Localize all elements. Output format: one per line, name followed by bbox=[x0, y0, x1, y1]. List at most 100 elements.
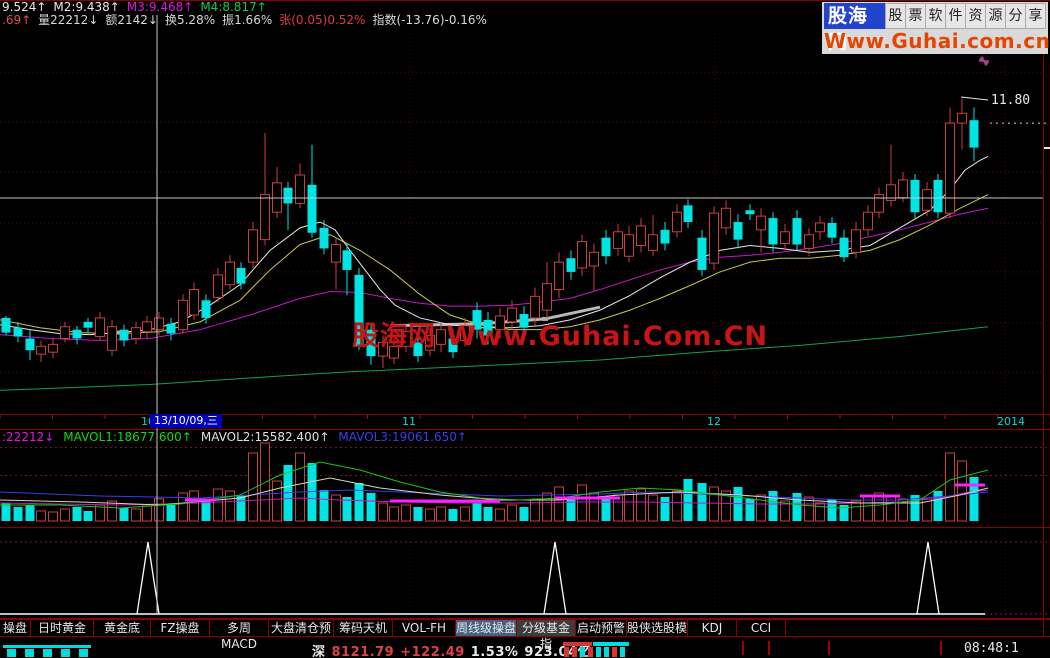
candle-up bbox=[378, 341, 388, 357]
tab-筹码天机[interactable]: 筹码天机 bbox=[334, 620, 393, 636]
candle-up bbox=[780, 231, 790, 245]
tab-启动预警[interactable]: 启动预警 bbox=[576, 620, 627, 636]
candle-up bbox=[460, 325, 470, 341]
tab-周线级操盘[interactable]: 周线级操盘 bbox=[456, 620, 517, 636]
candle-down bbox=[472, 310, 482, 330]
candle-down bbox=[307, 184, 317, 233]
candle-up bbox=[189, 289, 199, 316]
logo-tagline: 股票软件资源分享 bbox=[885, 3, 1046, 29]
mavol-value: MAVOL3:19061.650↑ bbox=[338, 430, 467, 444]
candle-up bbox=[248, 229, 258, 263]
candle-down bbox=[13, 327, 23, 337]
guhai-logo: 股海网 股票软件资源分享 Www.Guhai.com.cn bbox=[822, 2, 1050, 54]
tab-大盘清仓预[interactable]: 大盘清仓预 bbox=[269, 620, 334, 636]
candle-down bbox=[483, 319, 493, 336]
volume-bar-down bbox=[601, 497, 611, 521]
tab-股侠选股模[interactable]: 股侠选股模 bbox=[627, 620, 688, 636]
tab-CCI[interactable]: CCI bbox=[737, 620, 786, 636]
volume-bar-up bbox=[495, 508, 505, 522]
volume-bar-up bbox=[886, 494, 896, 522]
volume-bar-up bbox=[272, 480, 282, 522]
ma-value: 9.524↑ bbox=[2, 0, 47, 14]
candle-up bbox=[815, 222, 825, 233]
mini-histogram bbox=[563, 642, 629, 657]
volume-bar-up bbox=[178, 492, 188, 522]
candle-down bbox=[72, 329, 82, 339]
ma-value: M2:9.438↑ bbox=[53, 0, 120, 14]
tab-黄金底[interactable]: 黄金底 bbox=[94, 620, 151, 636]
quote-value: 额2142↓ bbox=[105, 13, 158, 27]
volume-bar-up bbox=[721, 490, 731, 522]
quote-info-bar: .69↑ 量22212↓ 额2142↓ 换5.28% 振1.66% 张(0.05)0.52… bbox=[2, 14, 494, 27]
volume-bar-up bbox=[863, 496, 873, 522]
candle-up bbox=[530, 295, 540, 319]
axis-month-label: 11 bbox=[402, 415, 416, 428]
candle-down bbox=[413, 342, 423, 357]
candle-up bbox=[874, 194, 884, 213]
volume-bar-up bbox=[780, 500, 790, 522]
volume-bar-up bbox=[851, 500, 861, 522]
indicator-tab-bar: 操盘 日时黄金 黄金底 FZ操盘 多周MACD 大盘清仓预 筹码天机 VOL-FH 周线级操盘分… bbox=[0, 619, 1050, 651]
volume-bar-up bbox=[436, 506, 446, 522]
logo-row: 股海网 股票软件资源分享 bbox=[824, 3, 1046, 53]
quote-value: 指数(-13.76)-0.16% bbox=[372, 13, 487, 27]
candle-down bbox=[566, 258, 576, 272]
volume-bar-up bbox=[213, 488, 223, 522]
volume-bar-up bbox=[331, 494, 341, 522]
candle-down bbox=[660, 229, 670, 244]
volume-bar-down bbox=[745, 499, 755, 521]
volume-bar-up bbox=[36, 510, 46, 522]
volume-bar-up bbox=[378, 502, 388, 522]
candle-down bbox=[236, 268, 246, 284]
tab-分级基金指[interactable]: 分级基金指 bbox=[517, 620, 576, 651]
candle-up bbox=[401, 331, 411, 347]
tab-多周MACD[interactable]: 多周MACD bbox=[210, 620, 269, 651]
selected-date-label: 13/10/09,三 bbox=[150, 414, 222, 428]
status-tick bbox=[828, 641, 830, 655]
tab-FZ操盘[interactable]: FZ操盘 bbox=[151, 620, 210, 636]
volume-bar-up bbox=[815, 502, 825, 522]
volume-bar-up bbox=[460, 506, 470, 522]
candle-up bbox=[863, 211, 873, 231]
candle-up bbox=[624, 234, 634, 257]
volume-bar-up bbox=[709, 486, 719, 522]
quote-value: .69↑ bbox=[2, 13, 32, 27]
volume-bar-down bbox=[483, 507, 493, 521]
volume-bar-down bbox=[472, 503, 482, 521]
candle-up bbox=[331, 244, 341, 263]
candle-up bbox=[36, 345, 46, 355]
tab-日时黄金[interactable]: 日时黄金 bbox=[31, 620, 94, 636]
candle-up bbox=[542, 283, 552, 311]
ma-green-line bbox=[0, 326, 989, 391]
volume-bar-down bbox=[413, 507, 423, 521]
volume-bar-up bbox=[672, 490, 682, 522]
candle-up bbox=[154, 317, 164, 331]
candle-down bbox=[119, 329, 129, 341]
volume-bar-down bbox=[969, 477, 979, 521]
mavol1-line bbox=[0, 461, 989, 509]
index-value: 8121.79 bbox=[331, 645, 395, 658]
ma-info-bar: 9.524↑ M2:9.438↑ M3:9.468↑ M4:8.817↑ bbox=[2, 1, 274, 14]
volume-bar-up bbox=[554, 486, 564, 522]
candle-down bbox=[910, 179, 920, 213]
volume-bar-down bbox=[201, 499, 211, 521]
candle-up bbox=[709, 212, 719, 264]
candle-up bbox=[648, 234, 658, 251]
volume-bar-up bbox=[295, 452, 305, 522]
candle-up bbox=[178, 299, 188, 331]
watermark-text: 股海网 Www.Guhai.Com.CN bbox=[352, 321, 769, 352]
volume-bar-down bbox=[566, 497, 576, 521]
signal-spike bbox=[136, 541, 160, 615]
tab-操盘[interactable]: 操盘 bbox=[0, 620, 31, 636]
candle-down bbox=[768, 218, 778, 245]
tab-KDJ[interactable]: KDJ bbox=[688, 620, 737, 636]
volume-bar-up bbox=[624, 490, 634, 522]
volume-bar-up bbox=[636, 488, 646, 522]
volume-bar-down bbox=[342, 497, 352, 521]
volume-bar-up bbox=[189, 490, 199, 522]
price-callout: 11.80 bbox=[991, 93, 1030, 108]
volume-bar-up bbox=[389, 506, 399, 522]
market-overview-icon[interactable] bbox=[3, 645, 93, 657]
tab-VOL-FH[interactable]: VOL-FH bbox=[393, 620, 456, 636]
